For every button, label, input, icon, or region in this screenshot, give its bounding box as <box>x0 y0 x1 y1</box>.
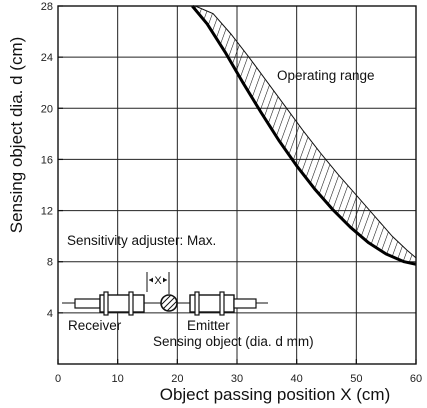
tick-labels: 0 10 20 30 40 50 60 4 8 12 16 20 24 28 <box>41 1 422 385</box>
x-tick-label: 40 <box>291 373 303 385</box>
x-tick-label: 50 <box>350 373 362 385</box>
emitter-nut-right <box>219 291 225 316</box>
axes <box>57 5 417 365</box>
x-tick-label: 20 <box>171 373 183 385</box>
emitter-cable <box>233 298 257 309</box>
receiver-label: Receiver <box>68 318 122 333</box>
lower-boundary-line <box>191 5 417 266</box>
sensing-object-label: Sensing object (dia. d mm) <box>153 334 314 349</box>
sensing-object-hatch <box>162 296 176 310</box>
sensing-object-hatch <box>166 300 178 312</box>
y-tick-label: 16 <box>41 154 53 166</box>
receiver-cable <box>74 298 101 309</box>
y-tick-label: 12 <box>41 206 53 218</box>
x-axis-title: Object passing position X (cm) <box>160 385 391 404</box>
y-tick-label: 8 <box>47 257 53 269</box>
sensor-diagram: X <box>62 272 268 316</box>
y-tick-label: 24 <box>41 52 53 64</box>
x-tick-label: 30 <box>231 373 243 385</box>
sensing-object-hatch <box>160 294 172 306</box>
sensitivity-label: Sensitivity adjuster: Max. <box>67 233 216 248</box>
x-tick-label: 0 <box>55 373 61 385</box>
emitter-label: Emitter <box>187 318 230 333</box>
y-tick-label: 28 <box>41 1 53 13</box>
y-tick-label: 20 <box>41 103 53 115</box>
operating-range-label: Operating range <box>277 68 375 83</box>
receiver-nut-right <box>128 291 134 316</box>
operating-range-band <box>191 5 417 266</box>
x-marker-bg <box>153 273 163 286</box>
emitter-nut-left <box>194 291 200 316</box>
y-axis-title: Sensing object dia. d (cm) <box>7 37 26 234</box>
upper-boundary-line <box>195 5 417 259</box>
x-tick-label: 60 <box>410 373 422 385</box>
receiver-nut-left <box>103 291 109 316</box>
x-tick-label: 10 <box>112 373 124 385</box>
y-tick-label: 4 <box>47 308 53 320</box>
x-marker-label: X <box>154 275 162 287</box>
